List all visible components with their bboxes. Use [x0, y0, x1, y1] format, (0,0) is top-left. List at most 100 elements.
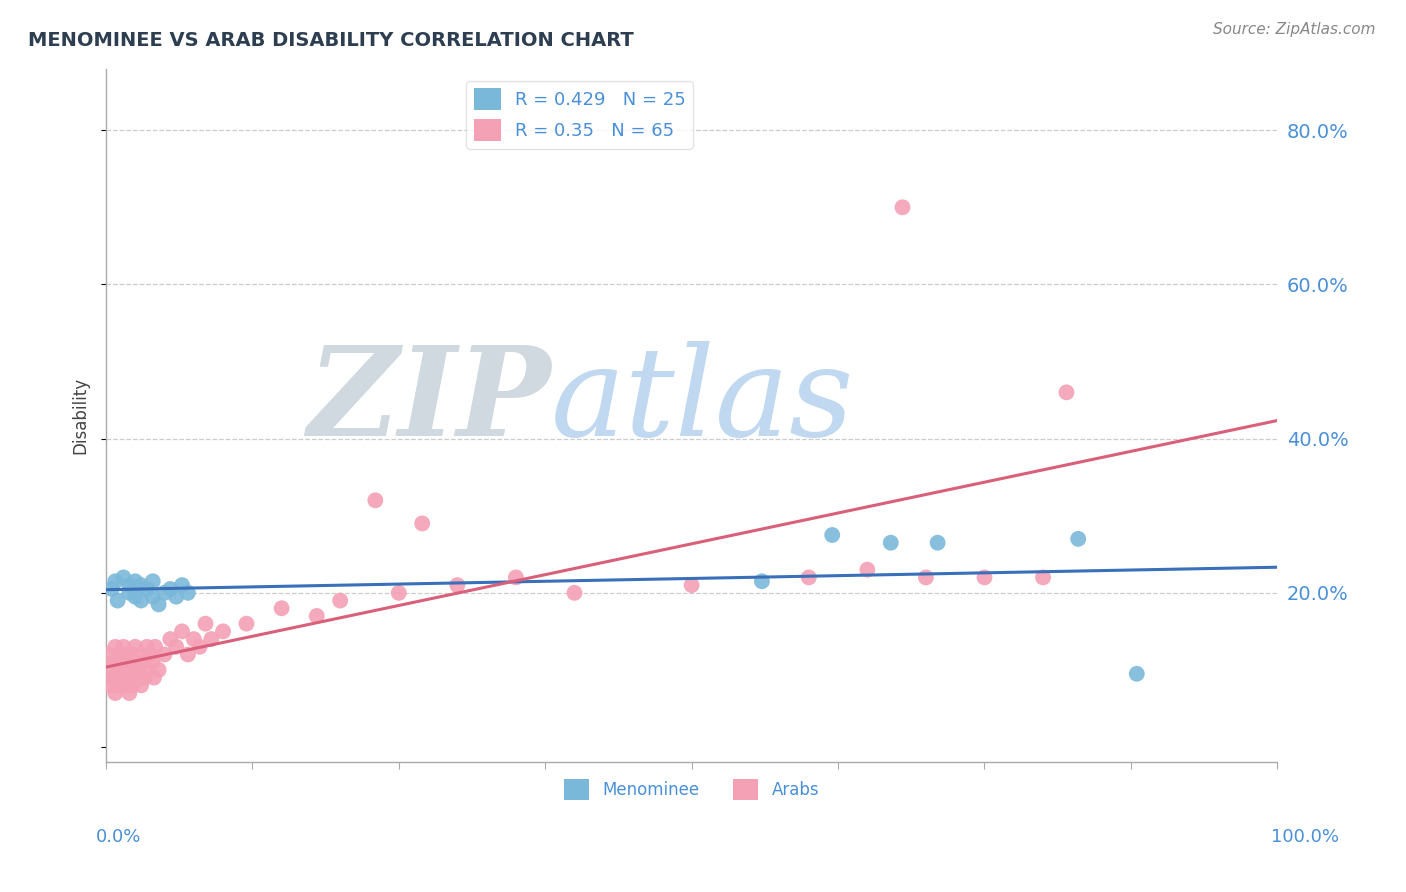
Point — [821, 528, 844, 542]
Point — [880, 535, 903, 549]
Point — [129, 593, 152, 607]
Legend: Menominee, Arabs: Menominee, Arabs — [558, 772, 825, 806]
Point — [115, 648, 138, 662]
Point — [104, 640, 127, 654]
Point — [159, 582, 181, 596]
Point — [114, 678, 136, 692]
Point — [124, 574, 146, 589]
Point — [108, 648, 131, 662]
Text: ZIP: ZIP — [308, 341, 551, 462]
Point — [128, 663, 150, 677]
Point — [115, 671, 138, 685]
Point — [112, 570, 135, 584]
Point — [364, 493, 387, 508]
Point — [142, 655, 165, 669]
Point — [159, 632, 181, 646]
Point — [235, 616, 257, 631]
Point — [143, 640, 166, 654]
Point — [142, 590, 165, 604]
Text: Source: ZipAtlas.com: Source: ZipAtlas.com — [1212, 22, 1375, 37]
Point — [170, 578, 193, 592]
Point — [112, 671, 135, 685]
Point — [124, 655, 146, 669]
Point — [927, 535, 949, 549]
Point — [153, 586, 176, 600]
Point — [105, 671, 128, 685]
Point — [270, 601, 292, 615]
Point — [107, 655, 129, 669]
Point — [183, 632, 205, 646]
Point — [681, 578, 703, 592]
Point — [411, 516, 433, 531]
Point — [797, 570, 820, 584]
Point — [104, 574, 127, 589]
Point — [121, 678, 143, 692]
Point — [200, 632, 222, 646]
Point — [505, 570, 527, 584]
Point — [135, 640, 157, 654]
Point — [129, 678, 152, 692]
Point — [170, 624, 193, 639]
Point — [564, 586, 586, 600]
Point — [1067, 532, 1090, 546]
Point — [103, 655, 125, 669]
Point — [100, 678, 122, 692]
Point — [114, 663, 136, 677]
Point — [856, 563, 879, 577]
Point — [124, 640, 146, 654]
Text: 0.0%: 0.0% — [96, 828, 141, 846]
Point — [112, 640, 135, 654]
Point — [148, 598, 170, 612]
Point — [108, 663, 131, 677]
Point — [142, 671, 165, 685]
Y-axis label: Disability: Disability — [72, 377, 89, 454]
Point — [194, 616, 217, 631]
Point — [305, 609, 328, 624]
Point — [104, 686, 127, 700]
Point — [751, 574, 773, 589]
Point — [129, 578, 152, 592]
Point — [136, 663, 159, 677]
Point — [1056, 385, 1078, 400]
Point — [118, 578, 141, 592]
Point — [148, 663, 170, 677]
Point — [915, 570, 938, 584]
Point — [121, 648, 143, 662]
Point — [212, 624, 235, 639]
Point — [1032, 570, 1054, 584]
Point — [129, 648, 152, 662]
Point — [97, 648, 120, 662]
Point — [188, 640, 211, 654]
Point — [107, 678, 129, 692]
Point — [120, 663, 142, 677]
Point — [139, 648, 162, 662]
Point — [110, 678, 132, 692]
Point — [118, 586, 141, 600]
Point — [891, 200, 914, 214]
Point — [127, 671, 149, 685]
Point — [329, 593, 352, 607]
Point — [118, 655, 141, 669]
Point — [142, 574, 165, 589]
Point — [165, 640, 187, 654]
Point — [177, 586, 200, 600]
Point — [134, 671, 156, 685]
Point — [446, 578, 468, 592]
Point — [165, 590, 187, 604]
Point — [100, 663, 122, 677]
Text: MENOMINEE VS ARAB DISABILITY CORRELATION CHART: MENOMINEE VS ARAB DISABILITY CORRELATION… — [28, 31, 634, 50]
Point — [132, 655, 155, 669]
Point — [177, 648, 200, 662]
Point — [153, 648, 176, 662]
Point — [107, 593, 129, 607]
Text: 100.0%: 100.0% — [1271, 828, 1339, 846]
Point — [1126, 666, 1149, 681]
Text: atlas: atlas — [551, 341, 855, 462]
Point — [388, 586, 411, 600]
Point — [111, 655, 134, 669]
Point — [124, 590, 146, 604]
Point — [118, 686, 141, 700]
Point — [973, 570, 995, 584]
Point — [135, 582, 157, 596]
Point — [100, 582, 122, 596]
